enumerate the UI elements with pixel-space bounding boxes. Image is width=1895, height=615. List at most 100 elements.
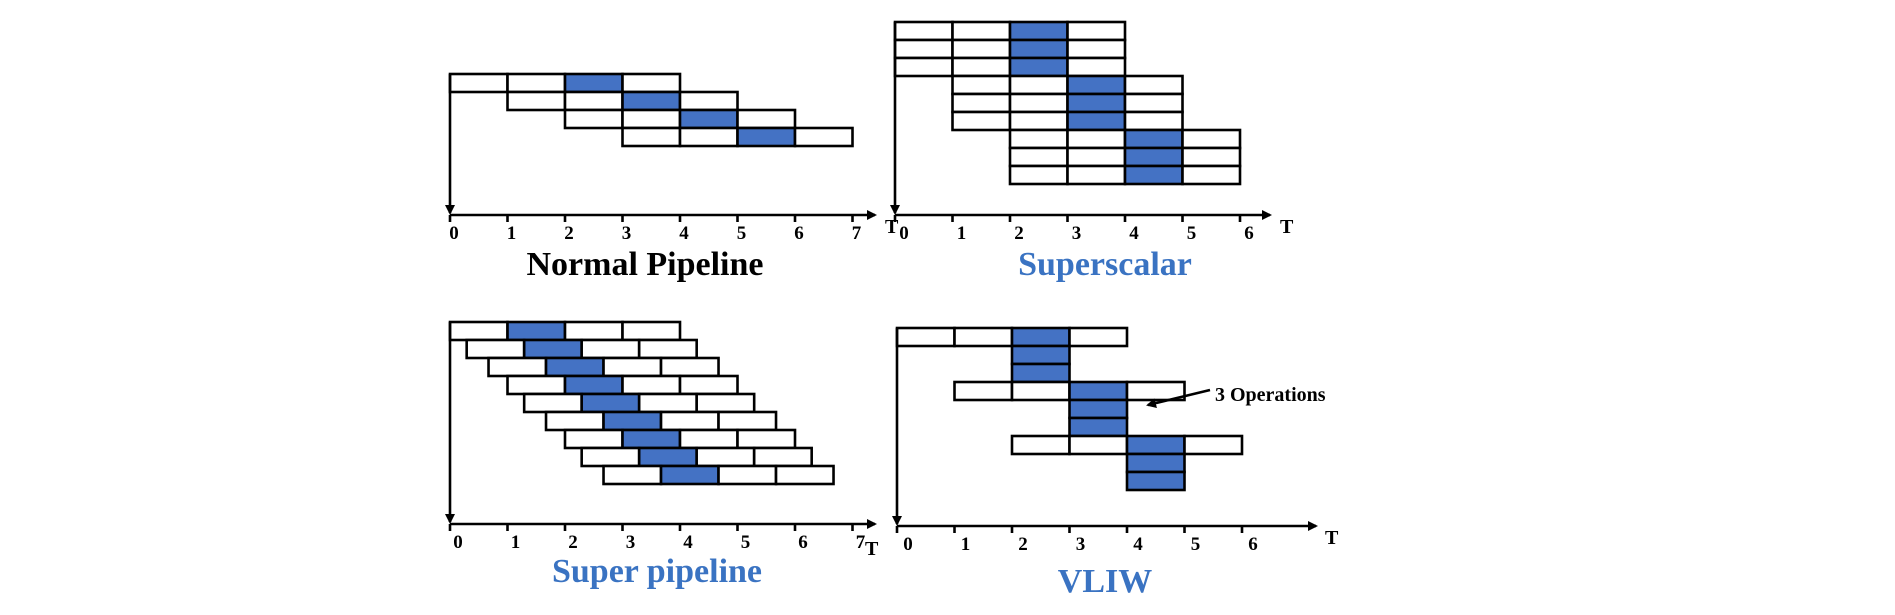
diagram-vliw: 0 1 2 3 4 5 6 T (892, 326, 1339, 555)
stage-cell (736, 108, 797, 130)
stage-cell (1123, 74, 1184, 96)
tick-label: 6 (798, 532, 808, 553)
stage-cell (621, 320, 682, 342)
stage-cell (487, 356, 548, 378)
active-stage-cell (506, 320, 567, 342)
stage-cell (580, 338, 641, 360)
stage-cell (506, 72, 567, 94)
annotation-3-operations: 3 Operations (1215, 384, 1326, 406)
stage-cell (893, 20, 954, 42)
tick-label: 1 (511, 532, 521, 553)
stage-cell (580, 446, 641, 468)
stage-cell (506, 374, 567, 396)
active-stage-cell (1066, 74, 1127, 96)
active-stage-cell (1008, 38, 1069, 60)
tick-label: 5 (1191, 534, 1201, 555)
stage-cell (1008, 128, 1069, 150)
tick-label: 4 (1133, 534, 1143, 555)
stage-cell (1183, 434, 1244, 456)
tick-label: 4 (683, 532, 693, 553)
tick-label: 2 (564, 223, 574, 244)
tick-label: 5 (737, 223, 747, 244)
stage-cell (1068, 434, 1129, 456)
active-stage-cell (1068, 380, 1129, 402)
stage-cell (678, 374, 739, 396)
tick-label: 3 (1076, 534, 1086, 555)
stage-cell (621, 126, 682, 148)
tick-label: 0 (899, 223, 909, 244)
stage-cell (695, 446, 756, 468)
stage-cell (1010, 380, 1071, 402)
axis-label-t: T (1280, 216, 1294, 238)
tick-label: 3 (1072, 223, 1082, 244)
axis-label-t: T (1325, 527, 1339, 549)
active-stage-cell (678, 108, 739, 130)
stage-cell (621, 72, 682, 94)
stage-cell (621, 374, 682, 396)
diagram-normal-pipeline: 0 1 2 3 4 5 6 7 T (445, 72, 899, 244)
stage-cell (717, 410, 778, 432)
stage-cell (1066, 56, 1127, 78)
stage-cell (695, 392, 756, 414)
active-stage-cell (602, 410, 663, 432)
stage-cell (1123, 110, 1184, 132)
stage-cell (602, 356, 663, 378)
tick-label: 6 (794, 223, 804, 244)
active-stage-cell (1066, 92, 1127, 114)
stage-cell (465, 338, 526, 360)
active-stage-cell (1123, 128, 1184, 150)
active-stage-cell (1123, 146, 1184, 168)
tick-label: 4 (679, 223, 689, 244)
stage-cell (1181, 164, 1242, 186)
stage-cell (448, 72, 509, 94)
active-stage-cell (621, 428, 682, 450)
active-stage-cell (1010, 344, 1071, 366)
stage-cell (563, 320, 624, 342)
annotation-arrow (1146, 388, 1211, 408)
axis-label-t: T (865, 538, 879, 560)
stage-cell (951, 110, 1012, 132)
active-stage-cell (659, 464, 720, 486)
stage-cell (1008, 146, 1069, 168)
active-stage-cell (621, 90, 682, 112)
stage-cell (953, 380, 1014, 402)
stage-cell (1181, 146, 1242, 168)
stage-cell (1008, 164, 1069, 186)
active-stage-cell (580, 392, 641, 414)
stage-cell (637, 392, 698, 414)
stage-cell (736, 428, 797, 450)
active-stage-cell (1068, 398, 1129, 420)
stage-cell (774, 464, 835, 486)
active-stage-cell (1125, 434, 1186, 456)
active-stage-cell (1008, 20, 1069, 42)
tick-label: 1 (961, 534, 971, 555)
tick-label: 1 (957, 223, 967, 244)
stage-cell (637, 338, 698, 360)
title-vliw: VLIW (1058, 563, 1152, 600)
active-stage-cell (1125, 470, 1186, 492)
stage-cell (506, 90, 567, 112)
stage-cell (895, 326, 956, 348)
title-superscalar: Superscalar (1018, 246, 1192, 283)
tick-label: 7 (852, 223, 862, 244)
stage-cell (951, 92, 1012, 114)
stage-cell (678, 126, 739, 148)
stage-cell (602, 464, 663, 486)
stage-cell (563, 428, 624, 450)
active-stage-cell (1068, 416, 1129, 438)
stage-cell (1123, 92, 1184, 114)
tick-label: 0 (453, 532, 463, 553)
stage-cell (793, 126, 854, 148)
title-normal-pipeline: Normal Pipeline (526, 246, 763, 283)
stage-cell (1066, 38, 1127, 60)
tick-label: 5 (741, 532, 751, 553)
active-stage-cell (1125, 452, 1186, 474)
tick-label: 1 (507, 223, 517, 244)
active-stage-cell (637, 446, 698, 468)
tick-label: 5 (1187, 223, 1197, 244)
tick-label: 7 (856, 532, 866, 553)
stage-cell (448, 320, 509, 342)
tick-label: 0 (449, 223, 459, 244)
stage-cell (563, 90, 624, 112)
stage-cell (544, 410, 605, 432)
